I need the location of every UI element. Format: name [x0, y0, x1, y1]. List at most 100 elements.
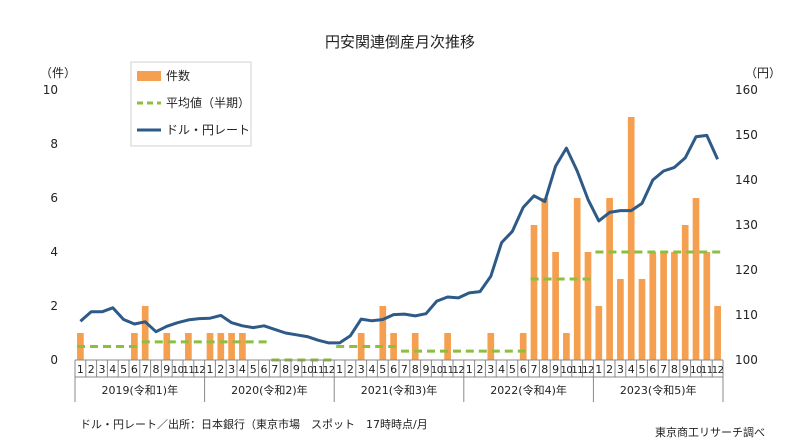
x-axis — [74, 359, 724, 402]
month-label: 1 — [466, 363, 473, 376]
right-tick-label: 140 — [735, 173, 758, 187]
month-label: 3 — [617, 363, 624, 376]
legend-bar-label: 件数 — [166, 68, 190, 83]
month-label: 4 — [498, 363, 505, 376]
year-label: 2023(令和5)年 — [620, 383, 697, 397]
month-label: 9 — [293, 363, 300, 376]
year-labels: 2019(令和1)年 2020(令和2)年 2021(令和3)年 2022(令和4)年… — [102, 383, 697, 397]
month-label: 2 — [347, 363, 354, 376]
month-label: 4 — [109, 363, 116, 376]
right-tick-label: 160 — [735, 83, 758, 97]
month-label: 8 — [282, 363, 289, 376]
month-label: 3 — [228, 363, 235, 376]
bar — [141, 306, 149, 360]
month-label: 12 — [712, 365, 724, 376]
right-tick-label: 150 — [735, 128, 758, 142]
month-label: 5 — [509, 363, 516, 376]
bar — [530, 225, 538, 360]
right-tick-label: 120 — [735, 263, 758, 277]
month-label: 10 — [431, 365, 443, 376]
bar — [411, 333, 419, 360]
left-tick-label: 6 — [50, 191, 58, 205]
left-tick-label: 2 — [50, 299, 58, 313]
bar — [487, 333, 495, 360]
bar — [606, 198, 613, 360]
bar — [163, 333, 171, 360]
month-label: 5 — [379, 363, 386, 376]
legend-bar-swatch — [137, 71, 161, 81]
right-tick-label: 130 — [735, 218, 758, 232]
credit-note: 東京商工リサーチ調べ — [655, 425, 765, 439]
bar — [357, 333, 365, 360]
bar — [692, 198, 700, 360]
bar — [519, 333, 527, 360]
left-tick-label: 4 — [50, 245, 58, 259]
month-label: 9 — [423, 363, 430, 376]
bar — [649, 252, 657, 360]
month-label: 11 — [571, 365, 583, 376]
month-label: 2 — [217, 363, 224, 376]
month-label: 8 — [541, 363, 548, 376]
month-label: 6 — [131, 363, 138, 376]
month-label: 11 — [701, 365, 713, 376]
month-label: 3 — [99, 363, 106, 376]
month-label: 1 — [336, 363, 343, 376]
month-label: 11 — [183, 365, 195, 376]
month-label: 11 — [312, 365, 324, 376]
month-label: 8 — [412, 363, 419, 376]
year-label: 2021(令和3)年 — [361, 383, 438, 397]
legend: 件数 平均値（半期） ドル・円レート — [130, 61, 252, 147]
month-label: 2 — [606, 363, 613, 376]
month-label: 2 — [477, 363, 484, 376]
rate-line — [79, 133, 719, 345]
bar — [638, 279, 646, 360]
month-label: 6 — [520, 363, 527, 376]
bar — [206, 333, 214, 360]
bar — [714, 306, 721, 360]
month-label: 6 — [261, 363, 268, 376]
year-label: 2022(令和4)年 — [490, 383, 567, 397]
month-label: 5 — [250, 363, 257, 376]
month-label: 9 — [163, 363, 170, 376]
month-label: 10 — [172, 365, 184, 376]
average-series — [77, 250, 721, 362]
left-axis-ticks: 0 2 4 6 8 10 — [43, 83, 58, 367]
month-label: 9 — [552, 363, 559, 376]
month-label: 12 — [323, 365, 335, 376]
month-label: 12 — [453, 365, 465, 376]
month-label: 7 — [271, 363, 278, 376]
bar — [379, 306, 387, 360]
month-label: 8 — [671, 363, 678, 376]
month-labels: 1 2 3 4 5 6 7 8 9 10 11 12 1 2 3 4 5 6 7 8 9 10 11 12 1 2 3 4 5 6 7 8 9 1… — [77, 363, 724, 376]
month-label: 9 — [682, 363, 689, 376]
bar — [627, 117, 635, 360]
bars-series — [77, 117, 721, 360]
month-label: 6 — [649, 363, 656, 376]
bar — [681, 225, 689, 360]
year-label: 2020(令和2)年 — [231, 383, 308, 397]
month-label: 10 — [561, 365, 573, 376]
bar — [584, 252, 592, 360]
month-label: 1 — [77, 363, 84, 376]
rate-series — [79, 133, 719, 345]
bar — [617, 279, 624, 360]
bar — [228, 333, 235, 360]
left-tick-label: 10 — [43, 83, 58, 97]
right-tick-label: 100 — [735, 353, 758, 367]
bar — [563, 333, 570, 360]
month-label: 10 — [690, 365, 702, 376]
left-tick-label: 0 — [50, 353, 58, 367]
bar — [217, 333, 225, 360]
month-label: 4 — [369, 363, 376, 376]
year-label: 2019(令和1)年 — [102, 383, 179, 397]
chart-title: 円安関連倒産月次推移 — [325, 33, 475, 51]
month-label: 7 — [660, 363, 667, 376]
month-label: 1 — [207, 363, 214, 376]
bar — [660, 252, 667, 360]
month-label: 4 — [628, 363, 635, 376]
bar — [239, 333, 246, 360]
month-label: 7 — [531, 363, 538, 376]
right-axis-ticks: 100 110 120 130 140 150 160 — [735, 83, 758, 367]
legend-rate-label: ドル・円レート — [166, 123, 250, 137]
